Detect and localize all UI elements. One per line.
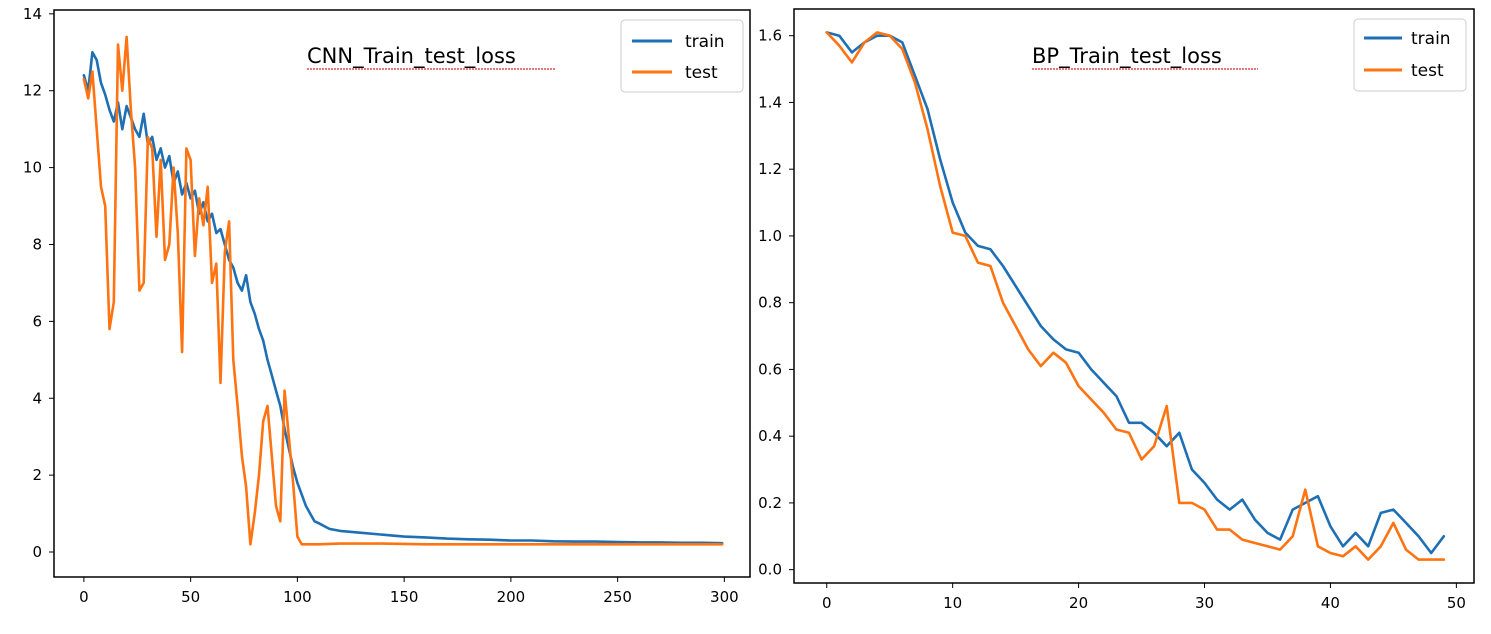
y-tick-label: 0.6 — [758, 360, 782, 378]
y-tick-label: 1.2 — [758, 160, 782, 178]
x-ticks-cnn: 0 50 100 150 200 250 300 — [79, 577, 739, 606]
x-tick-label: 30 — [1195, 594, 1214, 612]
x-ticks-bp: 0 10 20 30 40 50 — [822, 583, 1466, 612]
legend-cnn: train test — [620, 19, 744, 93]
x-tick-label: 100 — [283, 588, 312, 606]
legend-label-test: test — [1411, 61, 1444, 81]
series-bp — [825, 31, 1446, 561]
x-tick-label: 300 — [710, 588, 739, 606]
chart-cnn: 0 50 100 150 200 250 300 0 2 4 6 8 10 12 14 CNN_Train… — [23, 5, 751, 606]
series-line-test-cnn — [82, 35, 724, 546]
legend-label-train: train — [1411, 29, 1451, 49]
x-tick-label: 250 — [603, 588, 632, 606]
x-tick-label: 0 — [822, 594, 832, 612]
x-tick-label: 50 — [1447, 594, 1466, 612]
x-tick-label: 10 — [943, 594, 962, 612]
x-tick-label: 0 — [79, 588, 89, 606]
y-tick-label: 6 — [32, 312, 42, 330]
y-tick-label: 1.0 — [758, 227, 782, 245]
legend-label-train: train — [685, 32, 725, 52]
chart-title-bp: BP_Train_test_loss — [1032, 44, 1222, 69]
x-tick-label: 50 — [181, 588, 200, 606]
series-cnn — [82, 35, 724, 546]
x-tick-label: 40 — [1321, 594, 1340, 612]
y-tick-label: 0.4 — [758, 427, 782, 445]
y-tick-label: 0 — [32, 543, 42, 561]
y-ticks-cnn: 0 2 4 6 8 10 12 14 — [23, 5, 54, 561]
y-tick-label: 2 — [32, 466, 42, 484]
y-tick-label: 8 — [32, 235, 42, 253]
y-tick-label: 4 — [32, 389, 42, 407]
y-tick-label: 0.2 — [758, 494, 782, 512]
y-tick-label: 1.4 — [758, 93, 782, 111]
legend-bp: train test — [1353, 18, 1467, 92]
y-tick-label: 1.6 — [758, 27, 782, 45]
y-tick-label: 0.0 — [758, 561, 782, 579]
y-tick-label: 14 — [23, 5, 42, 23]
series-line-train-bp — [825, 31, 1446, 555]
series-line-train-cnn — [82, 50, 724, 545]
plot-frame-cnn — [53, 9, 751, 578]
legend-box-cnn — [620, 19, 744, 93]
series-line-test-bp — [825, 31, 1446, 561]
plot-frame-bp — [793, 8, 1475, 584]
y-ticks-bp: 0.0 0.2 0.4 0.6 0.8 1.0 1.2 1.4 1.6 — [758, 27, 794, 579]
y-tick-label: 10 — [23, 159, 42, 177]
x-tick-label: 20 — [1069, 594, 1088, 612]
y-tick-label: 0.8 — [758, 294, 782, 312]
y-tick-label: 12 — [23, 82, 42, 100]
x-tick-label: 200 — [497, 588, 526, 606]
legend-label-test: test — [685, 63, 718, 83]
chart-title-cnn: CNN_Train_test_loss — [307, 44, 516, 69]
chart-bp: 0 10 20 30 40 50 0.00.20.40.60.81.01.21.41.6 … — [758, 8, 1475, 612]
x-tick-label: 150 — [390, 588, 419, 606]
